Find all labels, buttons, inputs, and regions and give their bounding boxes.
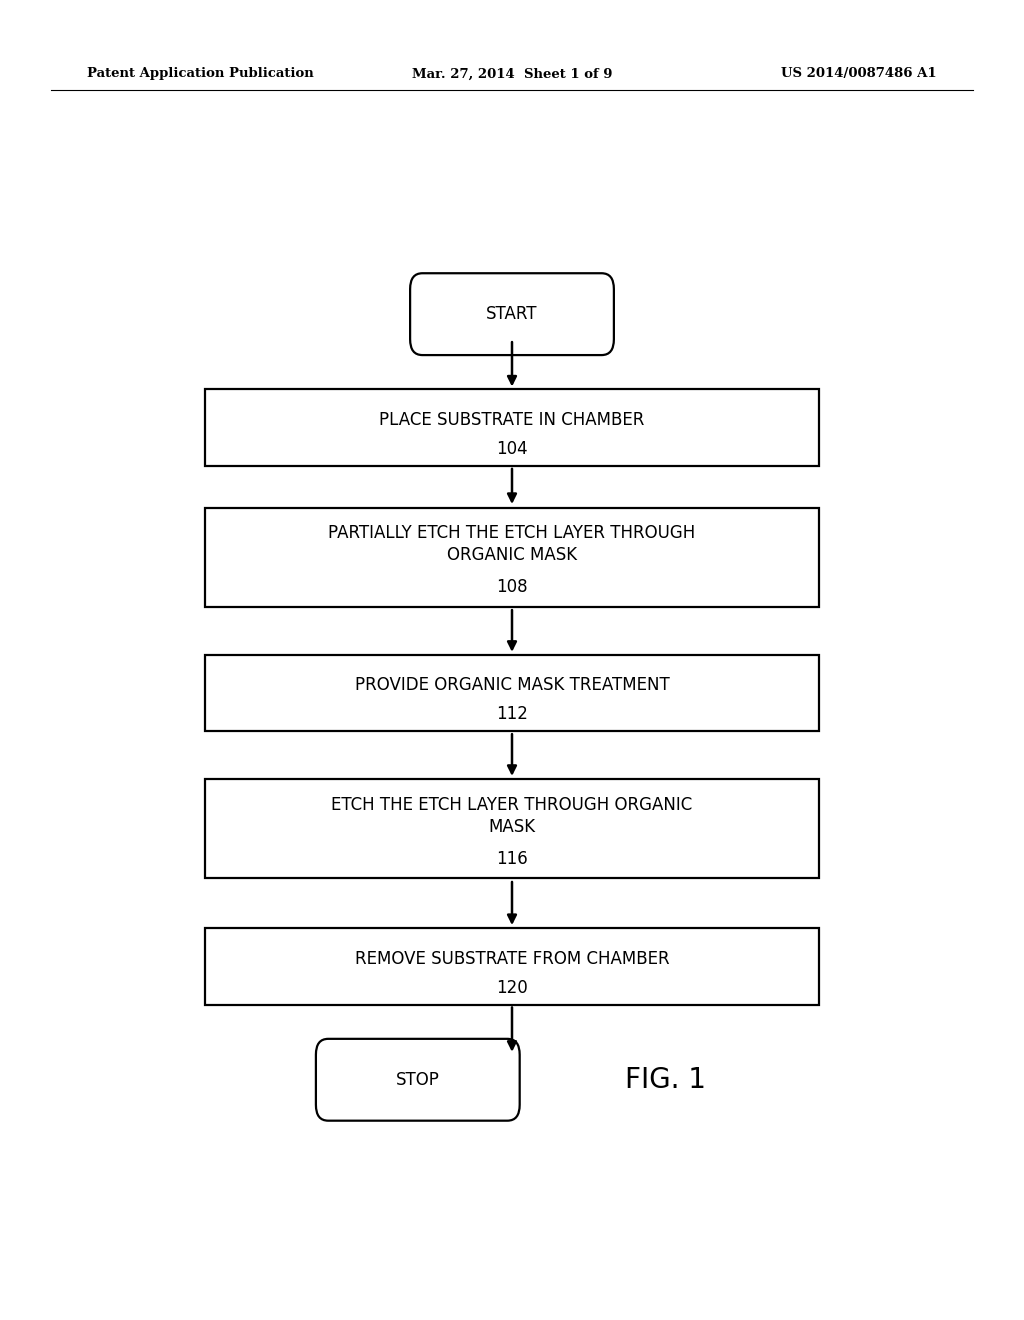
Text: PLACE SUBSTRATE IN CHAMBER: PLACE SUBSTRATE IN CHAMBER <box>379 411 645 429</box>
Bar <box>205 928 819 1005</box>
Text: REMOVE SUBSTRATE FROM CHAMBER: REMOVE SUBSTRATE FROM CHAMBER <box>354 949 670 968</box>
Text: PARTIALLY ETCH THE ETCH LAYER THROUGH
ORGANIC MASK: PARTIALLY ETCH THE ETCH LAYER THROUGH OR… <box>329 524 695 564</box>
Text: 116: 116 <box>496 850 528 867</box>
Bar <box>205 508 819 607</box>
Text: ETCH THE ETCH LAYER THROUGH ORGANIC
MASK: ETCH THE ETCH LAYER THROUGH ORGANIC MASK <box>332 796 692 836</box>
Text: FIG. 1: FIG. 1 <box>625 1065 707 1094</box>
Text: START: START <box>486 305 538 323</box>
Text: Mar. 27, 2014  Sheet 1 of 9: Mar. 27, 2014 Sheet 1 of 9 <box>412 67 612 81</box>
Bar <box>205 779 819 879</box>
Text: PROVIDE ORGANIC MASK TREATMENT: PROVIDE ORGANIC MASK TREATMENT <box>354 676 670 694</box>
FancyBboxPatch shape <box>315 1039 519 1121</box>
Text: STOP: STOP <box>396 1071 439 1089</box>
Text: 108: 108 <box>497 578 527 595</box>
FancyBboxPatch shape <box>410 273 613 355</box>
Text: 112: 112 <box>496 705 528 723</box>
Bar <box>205 655 819 731</box>
Text: US 2014/0087486 A1: US 2014/0087486 A1 <box>781 67 937 81</box>
Text: 120: 120 <box>496 978 528 997</box>
Text: Patent Application Publication: Patent Application Publication <box>87 67 313 81</box>
Text: 104: 104 <box>497 440 527 458</box>
Bar <box>205 389 819 466</box>
